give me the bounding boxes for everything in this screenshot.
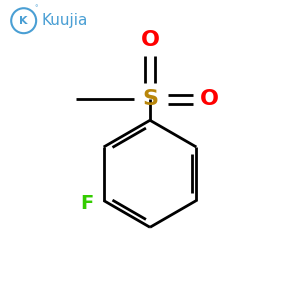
Text: O: O xyxy=(200,89,219,110)
Text: Kuujia: Kuujia xyxy=(41,13,88,28)
Text: K: K xyxy=(20,16,28,26)
Text: O: O xyxy=(140,30,160,50)
Text: S: S xyxy=(142,89,158,110)
Text: °: ° xyxy=(34,5,38,11)
Text: F: F xyxy=(81,194,94,213)
